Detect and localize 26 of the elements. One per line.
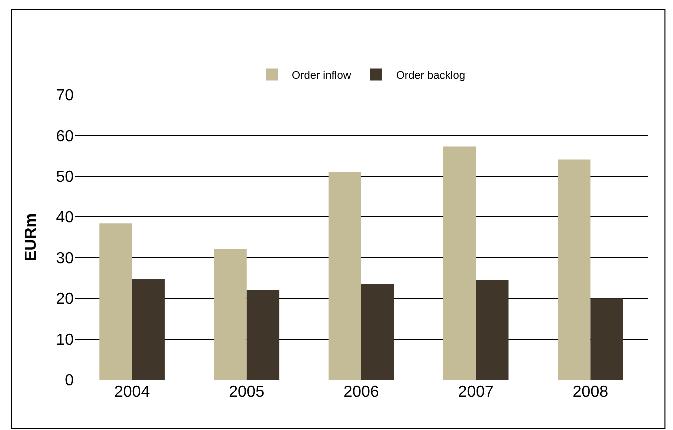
- bar: [246, 290, 280, 380]
- y-axis-title: EURm: [23, 213, 40, 262]
- y-tick-label: 0: [65, 372, 74, 390]
- y-tick-label: 20: [56, 291, 74, 308]
- x-tick-label: 2006: [344, 384, 380, 401]
- bar: [590, 298, 624, 380]
- bar: [362, 284, 394, 380]
- bar: [132, 279, 165, 380]
- y-tick-label: 40: [56, 210, 74, 227]
- bar: [214, 249, 247, 380]
- x-tick-label: 2004: [114, 384, 150, 401]
- legend-label: Order backlog: [396, 70, 466, 82]
- bar: [476, 280, 509, 380]
- bar: [558, 160, 591, 380]
- x-tick-label: 2008: [572, 384, 609, 401]
- x-tick-label: 2007: [458, 384, 494, 401]
- legend-label: Order inflow: [292, 70, 352, 82]
- bar: [328, 172, 362, 380]
- y-tick-label: 10: [56, 332, 74, 349]
- x-tick-label: 2005: [229, 384, 265, 401]
- bar: [443, 146, 476, 380]
- y-tick-label: 60: [56, 128, 74, 146]
- bar: [100, 224, 132, 380]
- y-tick-label: 30: [56, 250, 74, 268]
- y-tick-label: 70: [56, 88, 74, 105]
- y-tick-label: 50: [56, 169, 74, 186]
